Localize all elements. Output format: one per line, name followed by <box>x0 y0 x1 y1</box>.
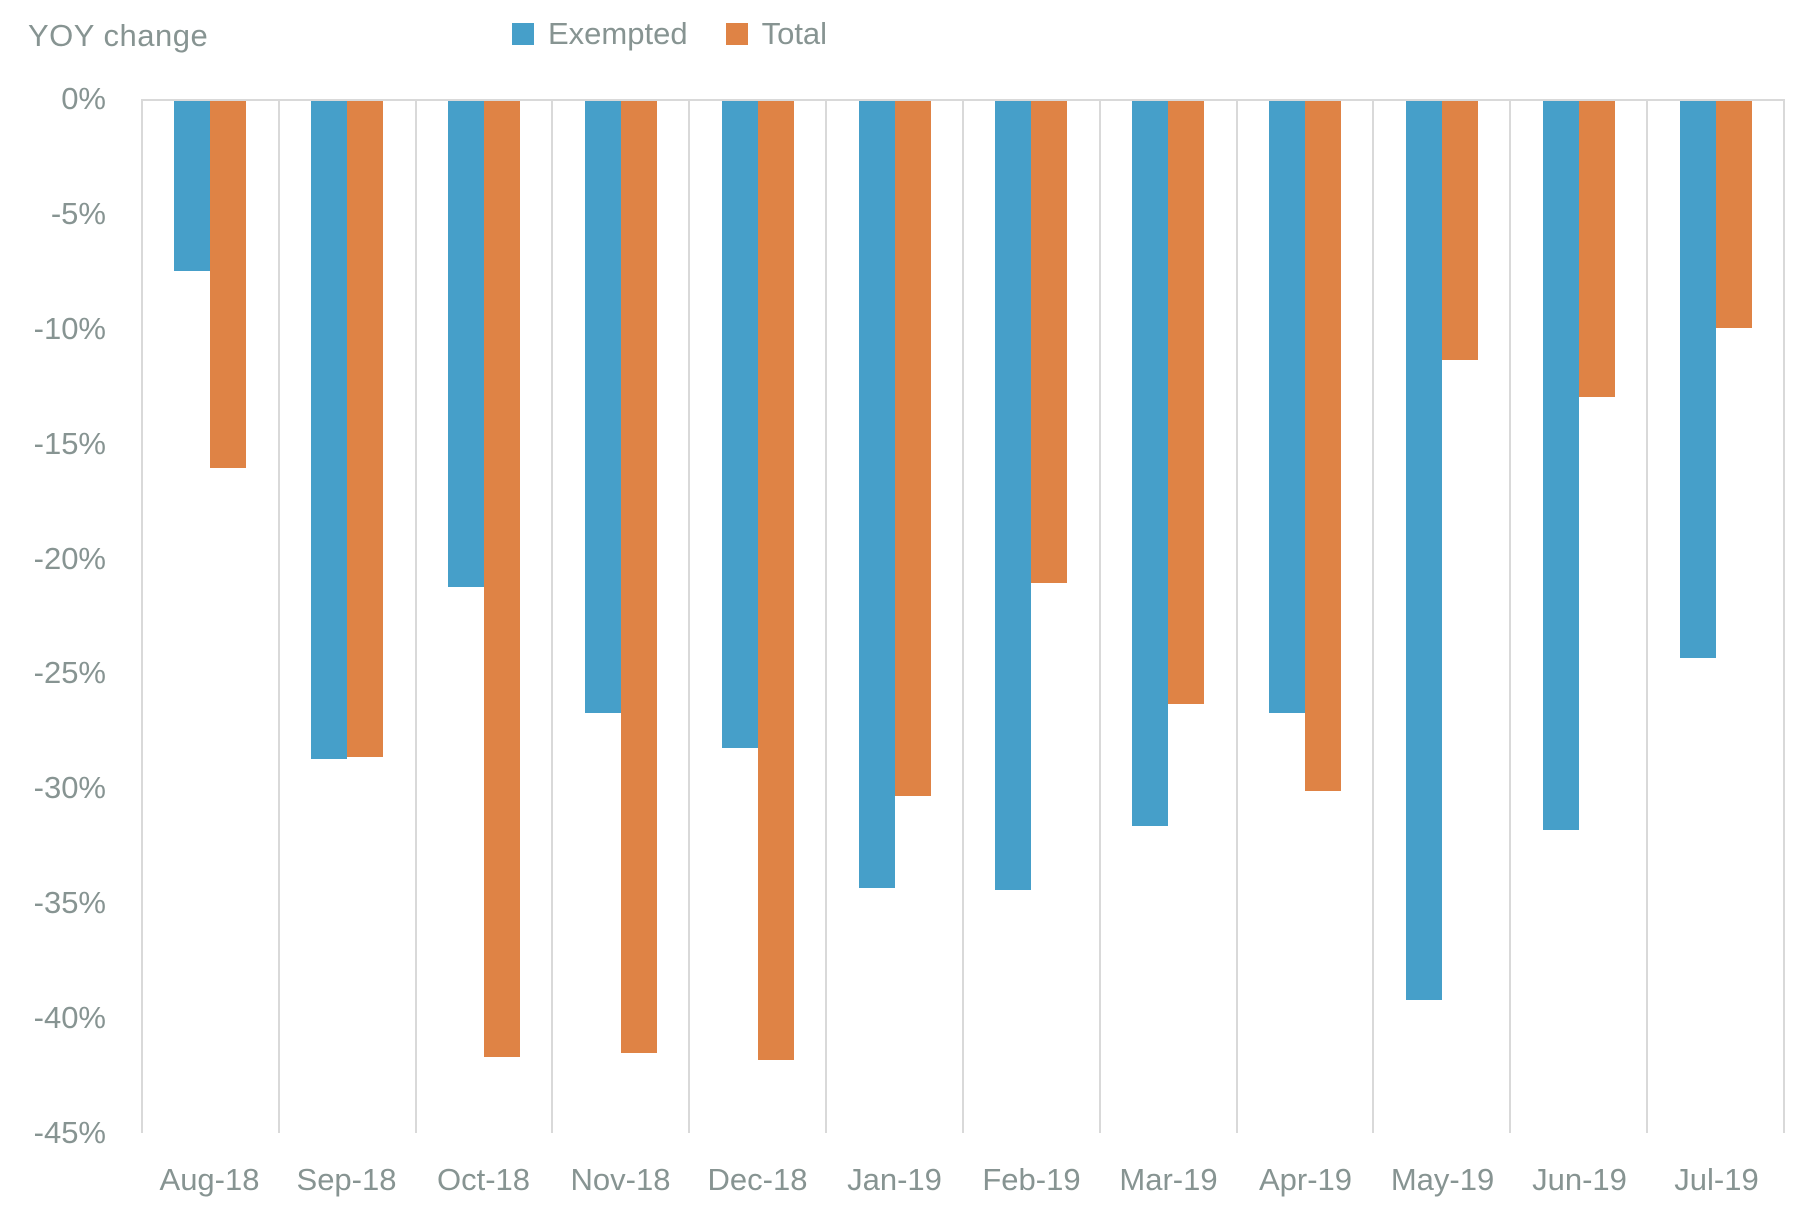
legend-item-total: Total <box>725 16 828 52</box>
y-axis-title: YOY change <box>28 18 209 53</box>
x-tick-label-nov-18: Nov-18 <box>570 1162 671 1197</box>
category-column-sep-18 <box>277 101 415 1133</box>
bar-exempted-feb-19 <box>995 101 1032 890</box>
bar-exempted-aug-18 <box>174 101 211 271</box>
category-column-nov-18 <box>551 101 688 1133</box>
y-tick-label-0pct: 0% <box>61 81 106 116</box>
bar-group-sep-18 <box>311 101 384 1133</box>
y-tick-label--10pct: -10% <box>33 310 106 346</box>
bar-exempted-jul-19 <box>1679 101 1716 659</box>
exempted-swatch-icon <box>512 23 534 45</box>
category-column-jul-19 <box>1646 101 1785 1133</box>
bar-group-jan-19 <box>858 101 931 1133</box>
total-swatch-icon <box>725 23 748 45</box>
category-column-feb-19 <box>961 101 1099 1133</box>
x-tick-label-jul-19: Jul-19 <box>1674 1162 1759 1197</box>
bar-total-apr-19 <box>1305 101 1342 792</box>
x-tick-label-sep-18: Sep-18 <box>296 1162 397 1197</box>
bar-exempted-jun-19 <box>1542 101 1579 831</box>
y-tick-label--30pct: -30% <box>33 770 106 806</box>
y-tick-label--5pct: -5% <box>50 195 106 231</box>
x-tick-label-jan-19: Jan-19 <box>847 1162 942 1197</box>
bar-total-jun-19 <box>1578 101 1615 397</box>
x-tick-label-may-19: May-19 <box>1390 1162 1495 1197</box>
category-column-mar-19 <box>1098 101 1236 1133</box>
bar-group-dec-18 <box>721 101 794 1133</box>
bar-total-sep-18 <box>347 101 384 757</box>
bar-group-aug-18 <box>174 101 247 1133</box>
bar-group-apr-19 <box>1269 101 1342 1133</box>
plot-area <box>141 99 1785 1133</box>
y-tick-label--20pct: -20% <box>33 540 106 576</box>
category-column-may-19 <box>1372 101 1509 1133</box>
category-column-oct-18 <box>414 101 552 1133</box>
bar-total-nov-18 <box>620 101 657 1053</box>
bar-total-mar-19 <box>1168 101 1205 705</box>
legend-item-exempted: Exempted <box>512 16 688 52</box>
bar-group-jun-19 <box>1542 101 1615 1133</box>
bar-total-oct-18 <box>484 101 521 1058</box>
bar-group-jul-19 <box>1679 101 1752 1133</box>
bar-group-nov-18 <box>584 101 657 1133</box>
legend: Exempted Total <box>512 16 827 52</box>
bar-group-feb-19 <box>995 101 1068 1133</box>
bar-exempted-may-19 <box>1405 101 1442 1000</box>
bar-exempted-nov-18 <box>584 101 621 714</box>
bar-total-jan-19 <box>894 101 931 796</box>
bar-total-jul-19 <box>1715 101 1752 329</box>
bar-total-may-19 <box>1441 101 1478 361</box>
category-column-aug-18 <box>141 101 278 1133</box>
x-tick-label-apr-19: Apr-19 <box>1258 1162 1353 1197</box>
bar-group-may-19 <box>1405 101 1478 1133</box>
x-tick-label-jun-19: Jun-19 <box>1532 1162 1627 1197</box>
y-tick-label--15pct: -15% <box>33 425 106 461</box>
category-column-apr-19 <box>1235 101 1373 1133</box>
bar-exempted-oct-18 <box>448 101 485 588</box>
x-tick-label-feb-19: Feb-19 <box>982 1162 1081 1197</box>
bar-total-dec-18 <box>757 101 794 1060</box>
bar-total-aug-18 <box>210 101 247 468</box>
category-column-jan-19 <box>825 101 962 1133</box>
y-tick-label--25pct: -25% <box>33 655 106 691</box>
bar-exempted-dec-18 <box>721 101 758 748</box>
bar-exempted-sep-18 <box>311 101 348 760</box>
bar-exempted-mar-19 <box>1132 101 1169 826</box>
x-tick-label-oct-18: Oct-18 <box>436 1162 531 1197</box>
y-tick-label--35pct: -35% <box>33 885 106 921</box>
x-tick-label-aug-18: Aug-18 <box>159 1162 260 1197</box>
bar-exempted-jan-19 <box>858 101 895 888</box>
bar-exempted-apr-19 <box>1269 101 1306 714</box>
category-column-jun-19 <box>1509 101 1646 1133</box>
y-tick-label--45pct: -45% <box>33 1115 106 1150</box>
legend-label-exempted: Exempted <box>548 16 688 51</box>
bar-total-feb-19 <box>1031 101 1068 583</box>
x-tick-label-dec-18: Dec-18 <box>707 1162 808 1197</box>
category-column-dec-18 <box>688 101 825 1133</box>
legend-label-total: Total <box>761 16 828 51</box>
bar-group-mar-19 <box>1132 101 1205 1133</box>
y-tick-label--40pct: -40% <box>33 1000 106 1036</box>
bar-group-oct-18 <box>448 101 521 1133</box>
x-tick-label-mar-19: Mar-19 <box>1119 1162 1218 1197</box>
